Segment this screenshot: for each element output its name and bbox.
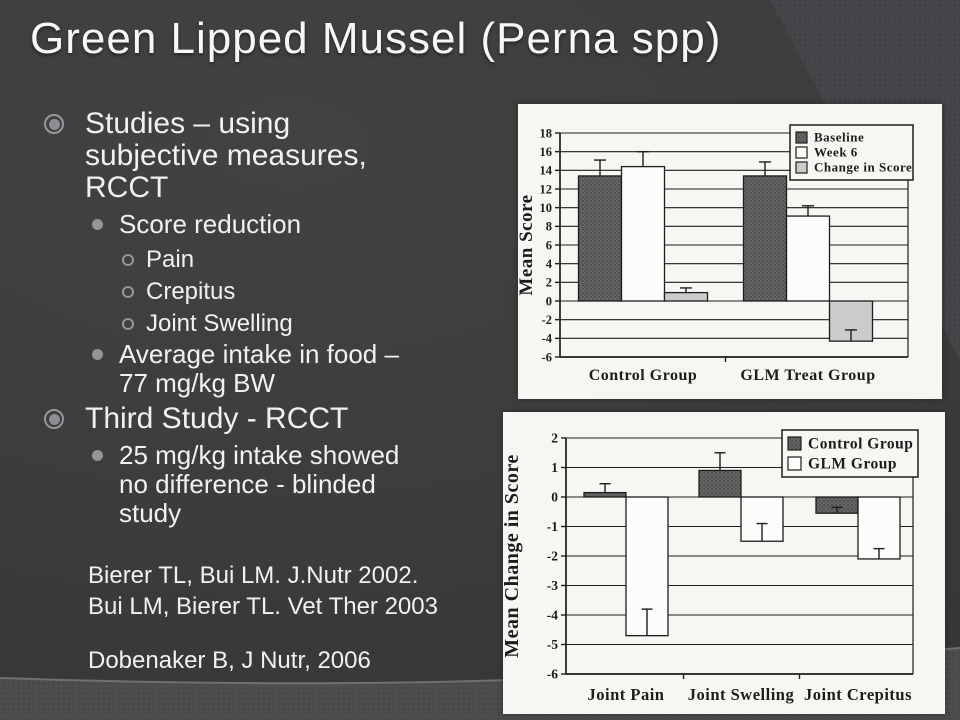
- x-category-label: Joint Pain: [588, 685, 665, 704]
- x-category-label: GLM Treat Group: [740, 367, 875, 384]
- bullet-marker-icon: [122, 254, 134, 266]
- bullet-text: Pain: [146, 246, 195, 273]
- bullet-item-level-2: Average intake in food – 77 mg/kg BW: [28, 340, 510, 398]
- y-tick-label: 1: [551, 460, 558, 475]
- legend-box: [781, 429, 919, 478]
- mean-score-chart: -6 -4 -2 0 2 4 6 8 10 12 14 16 18 Control Group GLM Tr…: [516, 104, 942, 399]
- chart-svg: -6 -4 -2 0 2 4 6 8 10 12 14 16 18 Control Group GLM Tr…: [516, 104, 942, 399]
- bullet-marker-icon: [122, 318, 134, 330]
- bullet-item-level-3: Crepitus: [28, 276, 510, 308]
- bar: [620, 165, 666, 302]
- y-tick-label: -1: [547, 519, 558, 534]
- y-tick-label: -4: [547, 608, 558, 623]
- bullet-item-level-1: Third Study - RCCT: [28, 403, 510, 435]
- bullet-item-level-1: Studies – using subjective measures, RCC…: [28, 108, 510, 204]
- y-tick-label: 2: [546, 276, 552, 290]
- references: Bierer TL, Bui LM. J.Nutr 2002. Bui LM, …: [88, 560, 438, 676]
- x-category-label: Control Group: [589, 367, 698, 384]
- legend-box: [789, 124, 914, 181]
- bar: [583, 491, 627, 498]
- chart-legend: Control Group GLM Group: [781, 429, 919, 478]
- y-tick-label: 16: [540, 145, 553, 159]
- legend-label: Baseline: [814, 130, 864, 145]
- legend-swatch: [787, 456, 802, 471]
- x-category-label: Joint Crepitus: [804, 685, 912, 704]
- reference-text: Dobenaker B, J Nutr, 2006: [88, 647, 371, 674]
- legend-swatch: [795, 131, 808, 144]
- bullet-marker-icon: [44, 114, 64, 134]
- mean-change-chart: -6 -5 -4 -3 -2 -1 0 1 2 Joint Pain Joint Swelling J…: [501, 412, 945, 714]
- y-tick-label: 0: [551, 490, 558, 505]
- bullet-list: Studies – using subjective measures, RCC…: [28, 108, 510, 533]
- legend-label: Week 6: [814, 145, 858, 160]
- y-tick-label: -2: [542, 313, 552, 327]
- x-category-label: Joint Swelling: [688, 685, 795, 704]
- bar: [698, 469, 742, 498]
- y-tick-label: 18: [540, 126, 553, 140]
- bullet-text: Crepitus: [146, 278, 236, 305]
- chart-svg: -6 -5 -4 -3 -2 -1 0 1 2 Joint Pain Joint Swelling J…: [501, 412, 945, 714]
- legend-label: GLM Group: [808, 456, 897, 473]
- bullet-marker-icon: [92, 349, 103, 360]
- reference-text: Bierer TL, Bui LM. J.Nutr 2002. Bui LM, …: [88, 562, 438, 620]
- y-axis-title: Mean Score: [518, 194, 537, 295]
- y-tick-label: 14: [540, 164, 553, 178]
- y-tick-label: 12: [540, 182, 553, 196]
- y-tick-label: -5: [547, 637, 558, 652]
- bullet-item-level-2: Score reduction: [28, 210, 510, 239]
- y-tick-label: 4: [546, 257, 553, 271]
- y-tick-label: 8: [546, 220, 552, 234]
- slide-title: Green Lipped Mussel (Perna spp): [30, 14, 722, 63]
- bullet-item-level-3: Pain: [28, 244, 510, 276]
- y-axis-title: Mean Change in Score: [503, 454, 523, 658]
- legend-label: Control Group: [808, 436, 913, 453]
- bullet-marker-icon: [92, 450, 103, 461]
- bullet-text: Joint Swelling: [146, 310, 293, 337]
- bar: [663, 291, 709, 302]
- y-tick-label: 6: [546, 238, 552, 252]
- y-tick-label: 0: [546, 294, 552, 308]
- y-tick-label: -2: [547, 549, 558, 564]
- y-tick-label: 10: [540, 201, 553, 215]
- y-tick-label: -6: [547, 667, 558, 682]
- y-tick-label: -4: [542, 332, 553, 346]
- legend-swatch: [795, 146, 808, 159]
- bullet-marker-icon: [92, 219, 103, 230]
- bullet-marker-icon: [44, 409, 64, 429]
- bar: [785, 215, 831, 302]
- y-tick-label: -6: [542, 350, 552, 364]
- bar: [577, 175, 623, 302]
- bullet-marker-icon: [122, 286, 134, 298]
- bullet-text: Third Study - RCCT: [85, 402, 349, 435]
- bar: [742, 175, 788, 302]
- legend-swatch: [787, 436, 802, 451]
- y-tick-label: 2: [551, 431, 558, 446]
- y-tick-label: -3: [547, 578, 558, 593]
- bullet-item-level-2: 25 mg/kg intake showed no difference - b…: [28, 441, 510, 528]
- bullet-text: Average intake in food – 77 mg/kg BW: [119, 339, 399, 398]
- bullet-text: Score reduction: [119, 209, 302, 239]
- bullet-item-level-3: Joint Swelling: [28, 308, 510, 340]
- bullet-text: Studies – using subjective measures, RCC…: [85, 107, 367, 204]
- legend-label: Change in Score: [814, 160, 912, 175]
- legend-swatch: [795, 161, 808, 174]
- bullet-text: 25 mg/kg intake showed no difference - b…: [119, 440, 400, 528]
